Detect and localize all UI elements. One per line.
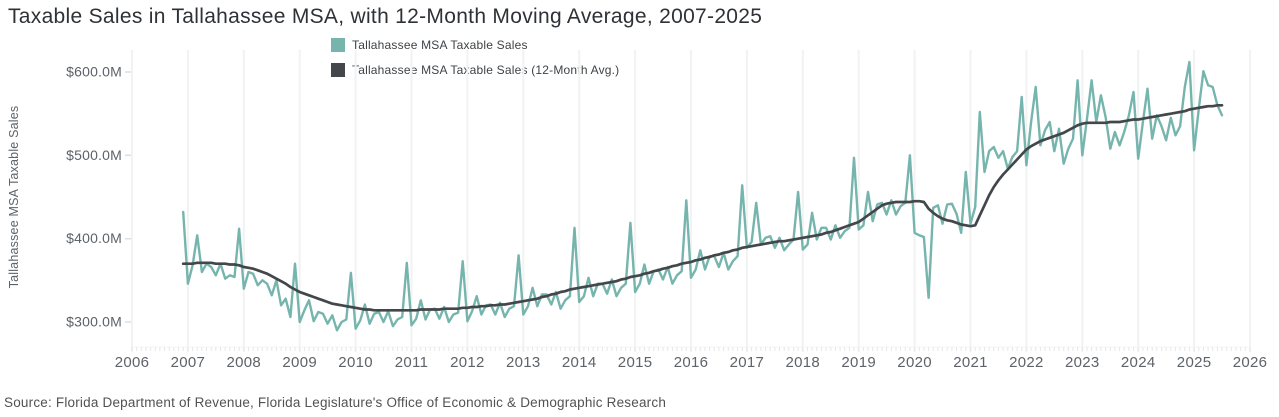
svg-text:2008: 2008: [227, 354, 262, 371]
svg-text:2026: 2026: [1233, 354, 1268, 371]
legend-label-sales: Tallahassee MSA Taxable Sales: [352, 37, 528, 52]
month-minor-ticks: [131, 347, 1251, 351]
svg-text:2024: 2024: [1121, 354, 1156, 371]
svg-text:2019: 2019: [841, 354, 876, 371]
svg-text:2010: 2010: [338, 354, 373, 371]
svg-text:2025: 2025: [1177, 354, 1212, 371]
legend-label-avg: Tallahassee MSA Taxable Sales (12-Month …: [352, 62, 620, 77]
svg-text:2014: 2014: [562, 354, 597, 371]
svg-text:2022: 2022: [1009, 354, 1044, 371]
data-lines: [181, 60, 1224, 332]
svg-text:2006: 2006: [115, 354, 150, 371]
svg-text:2020: 2020: [897, 354, 932, 371]
year-gridlines: [131, 50, 1251, 352]
legend: Tallahassee MSA Taxable Sales Tallahasse…: [331, 37, 619, 87]
sales-line: [181, 60, 1224, 332]
svg-text:2011: 2011: [395, 354, 428, 371]
svg-text:2017: 2017: [730, 354, 765, 371]
svg-text:2018: 2018: [786, 354, 821, 371]
avg-line: [181, 103, 1224, 312]
svg-text:$600.0M: $600.0M: [66, 64, 122, 80]
svg-text:2012: 2012: [450, 354, 485, 371]
y-axis-ticks: [125, 71, 131, 323]
svg-text:2007: 2007: [171, 354, 206, 371]
svg-text:2021: 2021: [953, 354, 988, 371]
svg-text:2009: 2009: [282, 354, 317, 371]
legend-swatch-sales: [331, 37, 345, 52]
svg-text:2013: 2013: [506, 354, 541, 371]
svg-text:2016: 2016: [674, 354, 709, 371]
svg-text:$400.0M: $400.0M: [66, 230, 122, 246]
x-axis-tick-labels: 2006 2007 2008 2009 2010 2011 2012 2013 2014 2015…: [115, 354, 1268, 371]
source-note: Source: Florida Department of Revenue, F…: [4, 395, 667, 410]
y-axis-tick-labels: $600.0M $500.0M $400.0M $300.0M: [66, 64, 122, 330]
chart-title: Taxable Sales in Tallahassee MSA, with 1…: [8, 5, 763, 28]
legend-item-sales: Tallahassee MSA Taxable Sales: [331, 37, 619, 52]
legend-item-avg: Tallahassee MSA Taxable Sales (12-Month …: [331, 62, 619, 77]
svg-text:$500.0M: $500.0M: [66, 147, 122, 163]
legend-swatch-avg: [331, 62, 345, 77]
y-axis-title: Tallahassee MSA Taxable Sales: [7, 106, 21, 289]
svg-text:$300.0M: $300.0M: [66, 314, 122, 330]
svg-text:2023: 2023: [1065, 354, 1100, 371]
svg-text:2015: 2015: [618, 354, 653, 371]
